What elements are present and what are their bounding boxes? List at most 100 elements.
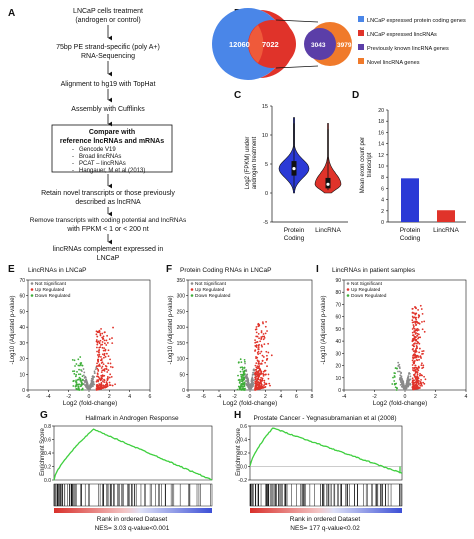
volcano-point-ns — [245, 376, 248, 379]
volcano-point-down — [237, 361, 240, 364]
volcano-point-up — [260, 362, 263, 365]
gsea-hit-frame — [249, 483, 403, 507]
volcano-point-up — [262, 338, 265, 341]
volcano-point-up — [254, 344, 257, 347]
volcano-e-title: LincRNAs in LNCaP — [28, 267, 87, 274]
volcano-point-up — [97, 388, 100, 391]
volcano-point-up — [264, 325, 267, 328]
volcano-point-up — [411, 385, 414, 388]
compare-title-2: reference lncRNAs and mRNAs — [60, 138, 164, 145]
volcano-point-up — [414, 381, 417, 384]
volcano-ytick-label: 60 — [335, 315, 341, 321]
volcano-point-up — [96, 375, 99, 378]
volcano-point-down — [78, 388, 80, 391]
volcano-point-ns — [400, 372, 402, 375]
volcano-point-up — [263, 384, 265, 387]
volcano-point-up — [416, 334, 419, 337]
violin-cat-2: LincRNA — [315, 227, 341, 234]
panel-b: B 12060 7022 3043 3979 LNCaP expressed p… — [212, 8, 466, 80]
step-5a: Retain novel transcripts or those previo… — [41, 190, 175, 197]
volcano-point-ns — [409, 383, 412, 386]
volcano-point-up — [259, 340, 262, 343]
step-2a: 75bp PE strand-specific (poly A+) — [56, 44, 160, 51]
volcano-point-up — [416, 329, 419, 332]
volcano-point-up — [260, 385, 263, 387]
volcano-legend-label: Up Regulated — [35, 287, 65, 293]
volcano-point-ns — [91, 378, 94, 380]
volcano-point-ns — [408, 378, 411, 381]
panel-letter-i: I — [316, 264, 319, 275]
volcano-point-up — [95, 365, 98, 368]
volcano-point-up — [265, 354, 268, 357]
volcano-point-up — [417, 382, 420, 385]
volcano-point-up — [265, 350, 268, 353]
volcano-point-up — [107, 355, 110, 358]
volcano-point-up — [255, 380, 258, 383]
volcano-point-ns — [397, 365, 400, 367]
volcano-point-ns — [397, 361, 400, 364]
step-1a: LNCaP cells treatment — [73, 8, 143, 15]
volcano-legend-label: Not Significant — [351, 281, 383, 287]
volcano-point-up — [109, 373, 112, 376]
volcano-point-up — [413, 373, 416, 376]
volcano-point-up — [415, 349, 417, 352]
volcano-point-down — [78, 368, 80, 371]
volcano-point-down — [237, 379, 240, 381]
volcano-point-ns — [90, 386, 93, 388]
volcano-point-down — [241, 380, 244, 383]
volcano-point-ns — [246, 379, 248, 382]
volcano-point-up — [261, 335, 264, 338]
volcano-point-up — [266, 330, 268, 332]
volcano-point-up — [415, 332, 417, 334]
volcano-point-up — [413, 388, 416, 390]
volcano-point-down — [241, 366, 243, 369]
volcano-point-up — [417, 333, 420, 336]
volcano-point-up — [416, 354, 419, 357]
volcano-point-up — [258, 343, 260, 346]
volcano-point-down — [393, 380, 396, 382]
volcano-point-up — [261, 321, 264, 324]
volcano-point-up — [262, 370, 265, 373]
volcano-point-up — [96, 383, 99, 386]
volcano-point-down — [241, 373, 244, 376]
violin-ytick-label: 15 — [262, 104, 268, 110]
volcano-point-up — [256, 335, 259, 338]
volcano-point-up — [106, 383, 108, 386]
volcano-point-up — [423, 320, 426, 323]
volcano-point-up — [257, 348, 260, 350]
volcano-point-up — [257, 333, 260, 335]
volcano-point-up — [416, 371, 418, 373]
volcano-point-up — [257, 362, 260, 364]
volcano-point-up — [261, 360, 264, 362]
volcano-point-up — [254, 349, 257, 352]
volcano-point-down — [75, 379, 78, 382]
volcano-point-up — [103, 354, 106, 357]
volcano-point-ns — [400, 378, 403, 381]
volcano-point-up — [411, 377, 414, 380]
volcano-point-up — [97, 379, 100, 381]
volcano-point-up — [255, 326, 258, 328]
volcano-point-up — [259, 386, 261, 389]
volcano-xtick-label: 4 — [280, 394, 283, 400]
volcano-point-up — [111, 384, 114, 387]
gsea-ytick-label: 0.0 — [44, 478, 51, 484]
volcano-point-up — [264, 373, 267, 376]
volcano-point-up — [111, 366, 114, 369]
volcano-point-up — [100, 367, 103, 369]
panel-i: I LincRNAs in patient samples -Log10 (Ad… — [316, 264, 468, 407]
volcano-point-up — [417, 336, 420, 339]
volcano-point-ns — [404, 387, 407, 390]
panel-f: F Protein Coding RNAs in LNCaP -Log10 (A… — [166, 264, 314, 407]
volcano-point-up — [254, 378, 257, 381]
volcano-point-up — [411, 348, 414, 351]
volcano-point-up — [417, 366, 420, 369]
volcano-point-ns — [253, 368, 255, 371]
volcano-point-up — [260, 336, 263, 338]
volcano-point-up — [106, 334, 109, 337]
panel-g: G Hallmark in Androgen Response Enrichme… — [40, 410, 213, 532]
volcano-point-up — [417, 309, 419, 311]
volcano-point-up — [101, 377, 104, 380]
volcano-legend-dot — [190, 282, 194, 285]
volcano-point-down — [395, 389, 398, 391]
volcano-point-up — [260, 383, 263, 386]
